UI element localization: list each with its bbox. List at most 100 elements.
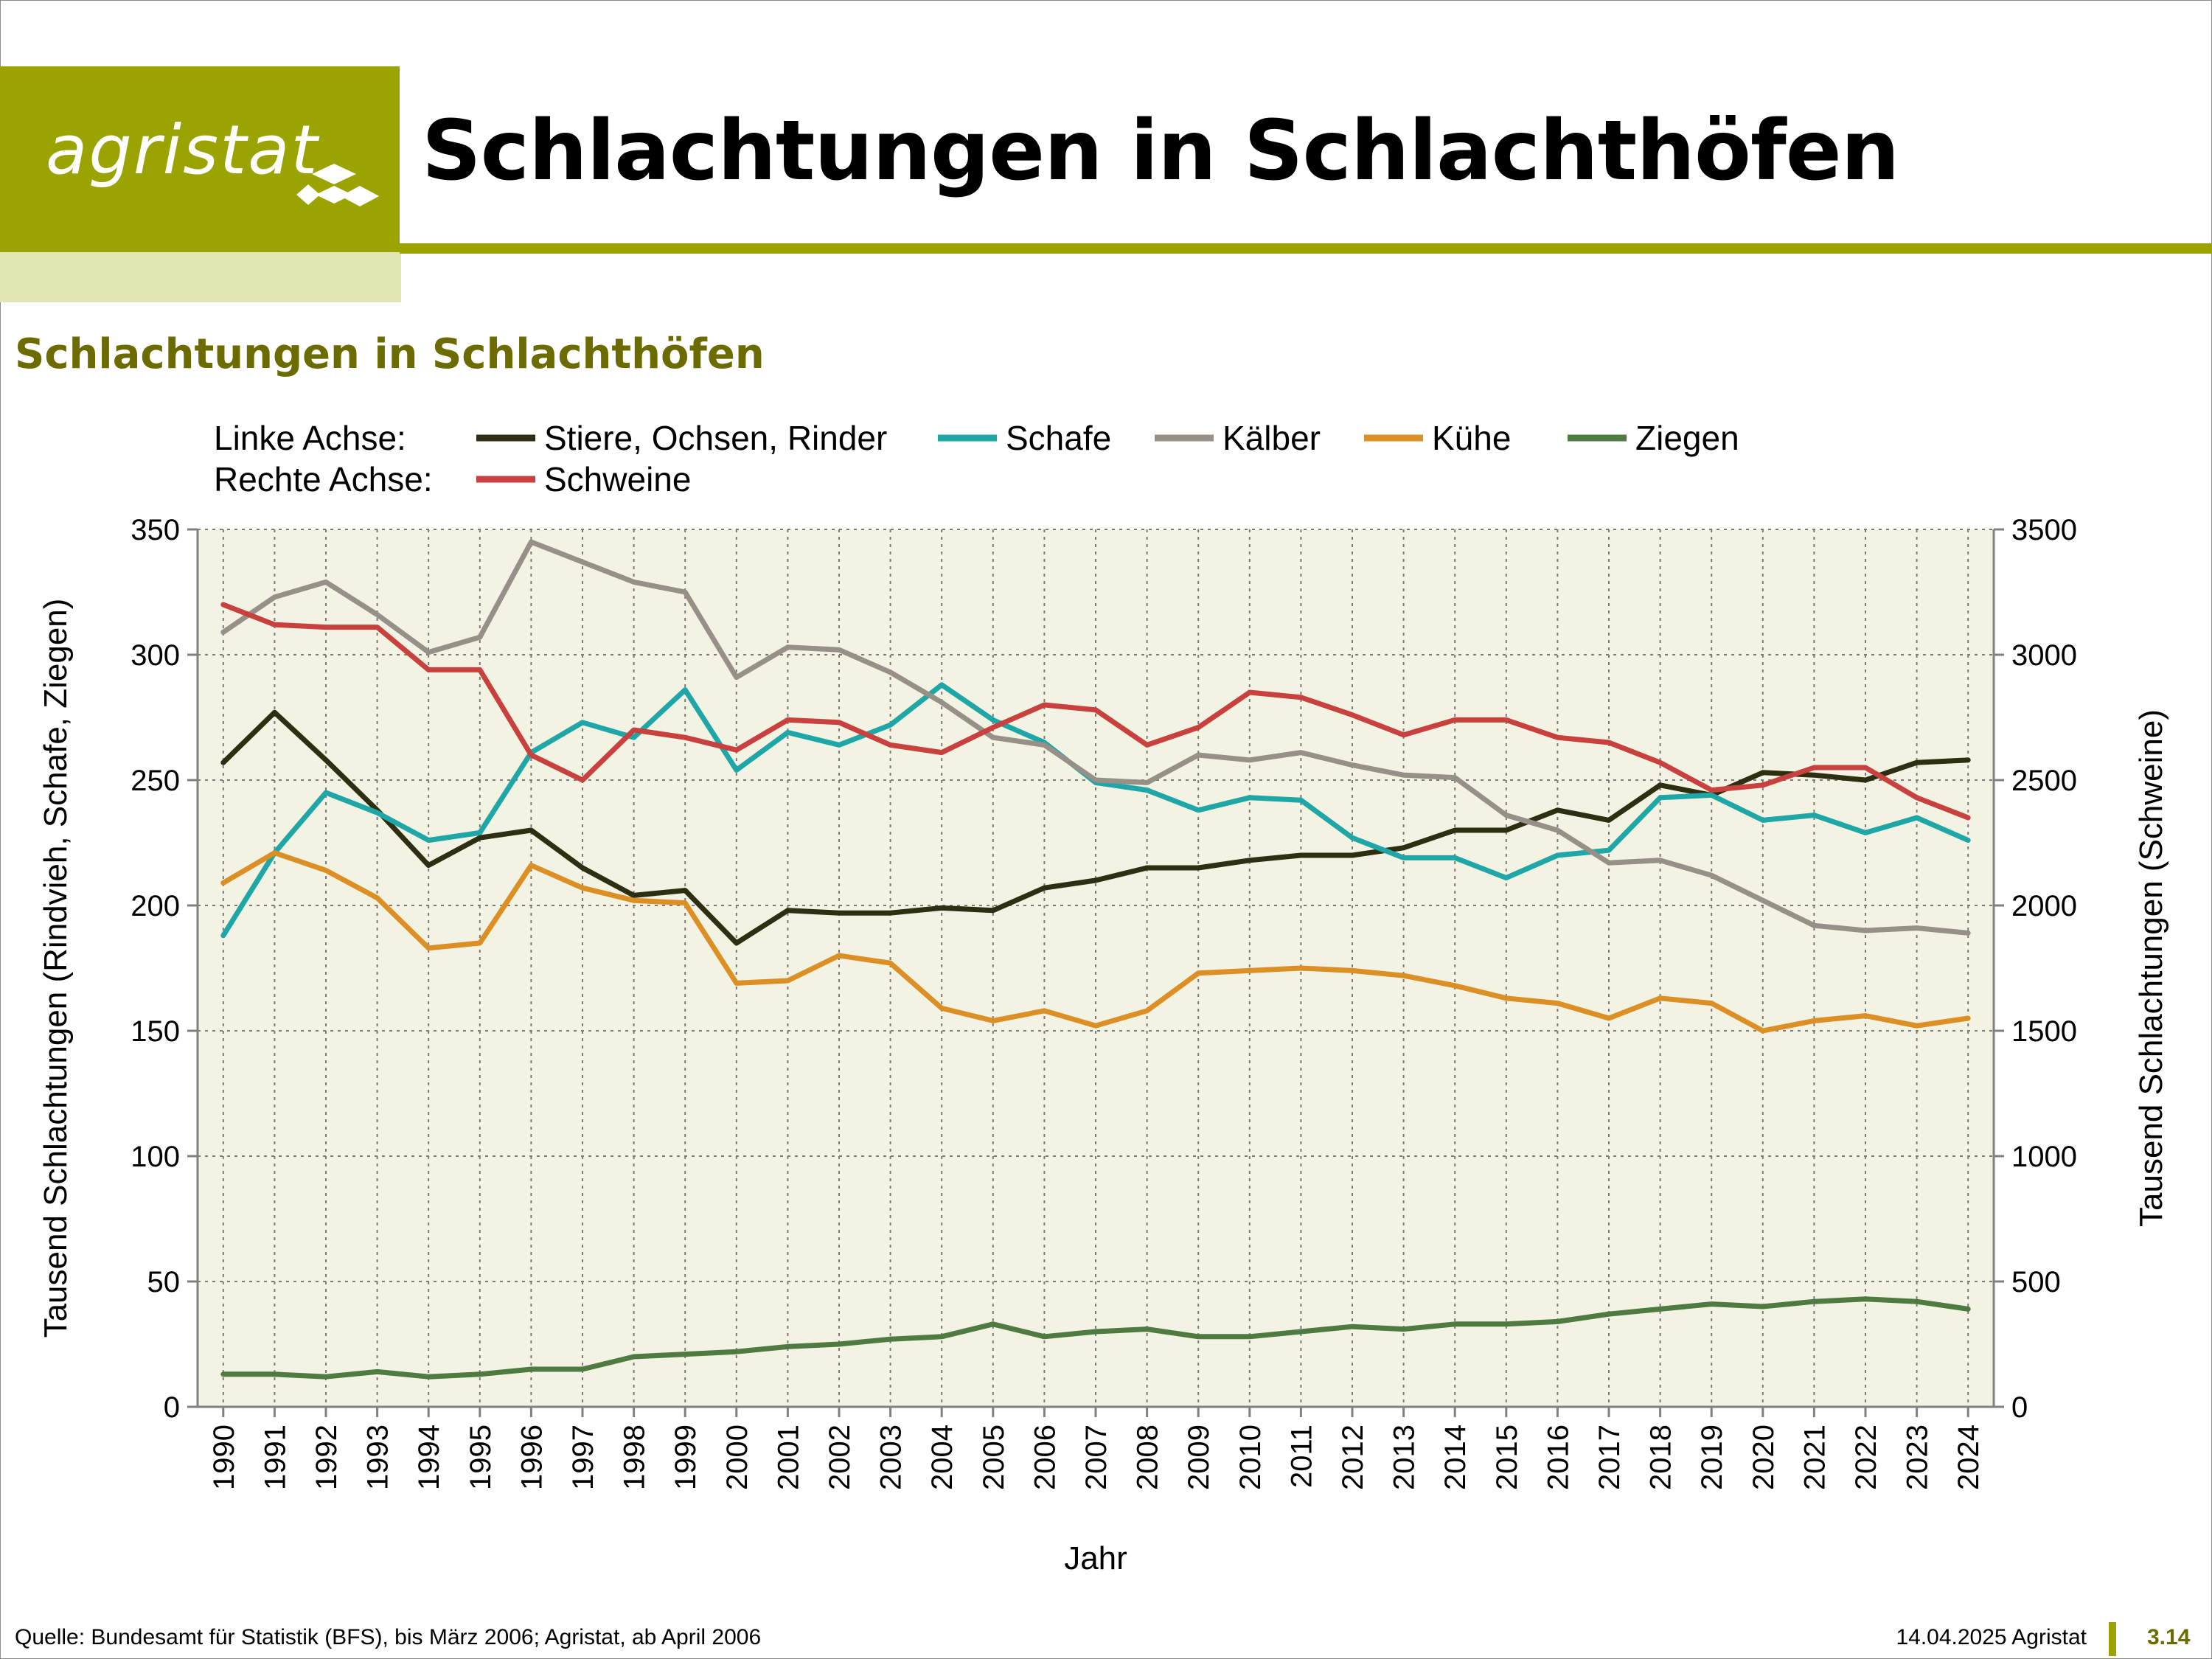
data-point — [1555, 1001, 1560, 1006]
legend-item-label: Kälber — [1222, 419, 1321, 457]
data-point — [324, 580, 328, 585]
x-tick-label: 2009 — [1183, 1425, 1215, 1490]
legend-right-axis-label: Rechte Achse: — [214, 460, 433, 498]
y-tick-label-right: 1000 — [2011, 1141, 2077, 1173]
x-tick-label: 2014 — [1439, 1425, 1472, 1490]
data-point — [1812, 813, 1817, 818]
data-point — [1812, 923, 1817, 928]
data-point — [1503, 995, 1509, 1001]
y-tick-label-left: 50 — [147, 1266, 181, 1298]
data-point — [477, 635, 482, 640]
data-point — [888, 742, 893, 748]
data-point — [631, 580, 636, 585]
data-point — [734, 981, 739, 986]
data-point — [477, 667, 482, 672]
legend-item-label: Schweine — [544, 460, 691, 498]
chart-title: Schlachtungen in Schlachthöfen — [15, 330, 765, 378]
data-point — [1709, 1001, 1714, 1006]
legend-item-label: Ziegen — [1635, 419, 1739, 457]
data-point — [683, 687, 688, 692]
data-point — [683, 900, 688, 905]
y-tick-label-left: 300 — [131, 639, 180, 672]
data-point — [1093, 878, 1098, 883]
y-tick-label-left: 250 — [131, 765, 180, 797]
x-tick-label: 1993 — [362, 1425, 394, 1490]
data-point — [1144, 787, 1150, 793]
legend-left-axis-label: Linke Achse: — [214, 419, 406, 457]
x-tick-label: 2023 — [1902, 1425, 1934, 1490]
data-point — [1298, 1329, 1304, 1334]
data-point — [1709, 787, 1714, 793]
data-point — [1042, 742, 1047, 748]
y-tick-label-right: 2000 — [2011, 890, 2077, 922]
data-point — [888, 961, 893, 966]
x-tick-label: 2013 — [1388, 1425, 1421, 1490]
data-point — [477, 1371, 482, 1377]
data-point — [837, 911, 841, 916]
y-tick-label-right: 500 — [2011, 1266, 2061, 1298]
data-point — [1658, 995, 1663, 1001]
y-tick-label-right: 0 — [2011, 1391, 2028, 1424]
data-point — [1144, 1008, 1150, 1013]
logo-strip — [0, 252, 401, 302]
data-point — [529, 828, 534, 832]
data-point — [939, 750, 945, 755]
data-point — [426, 667, 431, 672]
x-tick-label: 1991 — [259, 1425, 291, 1490]
data-point — [324, 625, 328, 630]
data-point — [734, 768, 739, 773]
data-point — [1453, 855, 1458, 860]
data-point — [1760, 1029, 1765, 1033]
x-axis-title: Jahr — [1064, 1540, 1127, 1576]
data-point — [426, 863, 431, 868]
x-tick-label: 2006 — [1029, 1425, 1061, 1490]
y-tick-label-right: 1500 — [2011, 1015, 2077, 1048]
data-point — [1298, 798, 1304, 803]
data-point — [1144, 780, 1150, 785]
data-point — [1503, 1321, 1509, 1326]
data-point — [939, 700, 945, 705]
data-point — [631, 1354, 636, 1359]
x-tick-label: 2022 — [1850, 1425, 1882, 1490]
data-point — [837, 720, 841, 725]
footer-divider — [2109, 1622, 2116, 1656]
data-point — [220, 1371, 226, 1377]
data-point — [990, 908, 995, 913]
data-point — [1144, 1326, 1150, 1332]
data-point — [939, 905, 945, 911]
data-point — [1760, 898, 1765, 903]
page-number: 3.14 — [2147, 1625, 2191, 1649]
data-point — [1042, 1008, 1047, 1013]
data-point — [990, 725, 995, 730]
data-point — [324, 790, 328, 795]
data-point — [785, 908, 790, 913]
data-point — [837, 647, 841, 653]
data-point — [580, 866, 585, 870]
data-point — [734, 1349, 739, 1354]
data-point — [939, 1006, 945, 1011]
data-point — [734, 748, 739, 753]
data-point — [1298, 695, 1304, 700]
data-point — [1555, 735, 1560, 740]
data-point — [1607, 740, 1611, 745]
x-tick-label: 2003 — [875, 1425, 908, 1490]
data-point — [1196, 725, 1201, 730]
data-point — [1453, 828, 1458, 832]
x-tick-label: 1995 — [465, 1425, 497, 1490]
data-point — [1709, 873, 1714, 878]
data-point — [580, 1367, 585, 1371]
data-point — [1144, 866, 1150, 870]
data-point — [683, 1352, 688, 1357]
data-point — [837, 742, 841, 748]
footer-source: Quelle: Bundesamt für Statistik (BFS), b… — [15, 1625, 762, 1649]
data-point — [1298, 750, 1304, 755]
x-tick-label: 1990 — [208, 1425, 240, 1490]
data-point — [1350, 712, 1354, 717]
data-point — [220, 602, 226, 607]
data-point — [785, 1344, 790, 1349]
data-point — [1401, 1326, 1406, 1332]
x-tick-label: 2002 — [824, 1425, 856, 1490]
data-point — [375, 1369, 380, 1374]
data-point — [837, 1342, 841, 1346]
y-tick-label-right: 3000 — [2011, 639, 2077, 672]
